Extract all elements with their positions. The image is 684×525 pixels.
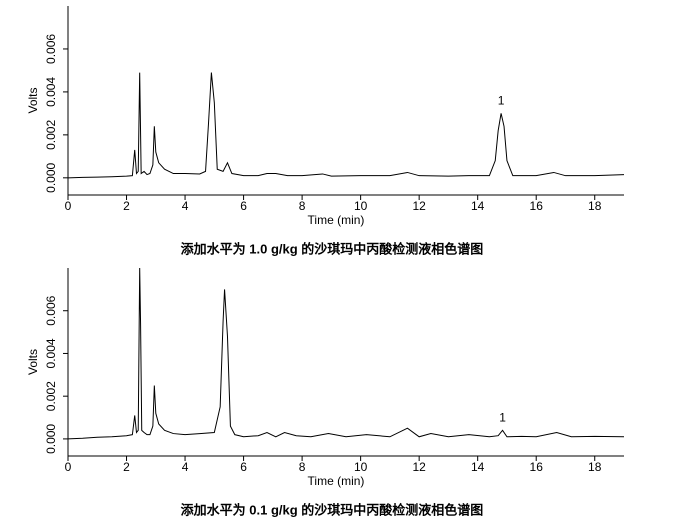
x-tick-label: 10 [354, 199, 368, 213]
y-axis-label: Volts [26, 349, 40, 375]
y-tick-label: 0.006 [44, 295, 58, 325]
y-tick-label: 0.000 [44, 162, 58, 192]
x-tick-label: 6 [240, 199, 247, 213]
x-tick-label: 4 [182, 199, 189, 213]
y-tick-label: 0.002 [44, 381, 58, 411]
x-tick-label: 12 [412, 460, 426, 474]
x-tick-label: 16 [530, 199, 544, 213]
x-tick-label: 2 [123, 199, 130, 213]
x-tick-label: 8 [299, 460, 306, 474]
x-tick-label: 12 [412, 199, 426, 213]
y-tick-label: 0.002 [44, 120, 58, 150]
y-tick-label: 0.006 [44, 34, 58, 64]
y-axis-label: Volts [26, 87, 40, 113]
peak-label: 1 [499, 411, 506, 425]
x-tick-label: 18 [588, 460, 602, 474]
x-tick-label: 18 [588, 199, 602, 213]
peak-label: 1 [498, 94, 505, 108]
x-tick-label: 6 [240, 460, 247, 474]
y-tick-label: 0.004 [44, 77, 58, 107]
chart-title: 添加水平为 0.1 g/kg 的沙琪玛中丙酸检测液相色谱图 [181, 502, 484, 517]
signal-trace [67, 267, 625, 440]
x-tick-label: 10 [354, 460, 368, 474]
x-tick-label: 0 [65, 460, 72, 474]
x-axis-label: Time (min) [308, 474, 365, 488]
x-axis-label: Time (min) [308, 213, 365, 227]
x-tick-label: 0 [65, 199, 72, 213]
signal-trace [67, 72, 625, 179]
chart-title: 添加水平为 1.0 g/kg 的沙琪玛中丙酸检测液相色谱图 [181, 241, 484, 256]
x-tick-label: 2 [123, 460, 130, 474]
y-tick-label: 0.004 [44, 338, 58, 368]
x-tick-label: 14 [471, 460, 485, 474]
y-tick-label: 0.000 [44, 424, 58, 454]
x-tick-label: 8 [299, 199, 306, 213]
x-tick-label: 4 [182, 460, 189, 474]
x-tick-label: 14 [471, 199, 485, 213]
x-tick-label: 16 [530, 460, 544, 474]
